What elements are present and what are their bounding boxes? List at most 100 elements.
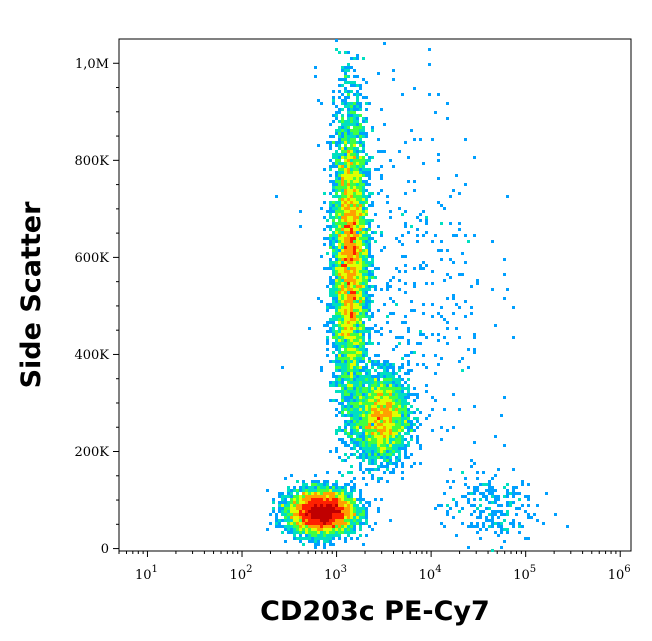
event-bin xyxy=(359,525,362,528)
event-bin xyxy=(338,495,341,498)
event-bin xyxy=(341,297,344,300)
event-bin xyxy=(398,426,401,429)
event-bin xyxy=(341,219,344,222)
event-bin xyxy=(470,504,473,507)
event-bin xyxy=(347,213,350,216)
event-bin xyxy=(458,360,461,363)
event-bin xyxy=(374,456,377,459)
event-bin xyxy=(338,189,341,192)
event-bin xyxy=(317,492,320,495)
event-bin xyxy=(344,372,347,375)
event-bin xyxy=(350,297,353,300)
event-bin xyxy=(329,501,332,504)
event-bin xyxy=(341,303,344,306)
event-bin xyxy=(356,282,359,285)
event-bin xyxy=(356,219,359,222)
event-bin xyxy=(362,441,365,444)
event-bin xyxy=(287,504,290,507)
event-bin xyxy=(359,93,362,96)
event-bin xyxy=(362,276,365,279)
event-bin xyxy=(446,102,449,105)
event-bin xyxy=(353,84,356,87)
event-bin xyxy=(347,300,350,303)
event-bin xyxy=(353,438,356,441)
event-bin xyxy=(353,216,356,219)
event-bin xyxy=(362,189,365,192)
event-bin xyxy=(317,498,320,501)
event-bin xyxy=(335,162,338,165)
event-bin xyxy=(347,69,350,72)
event-bin xyxy=(287,486,290,489)
event-bin xyxy=(368,279,371,282)
event-bin xyxy=(434,234,437,237)
event-bin xyxy=(362,459,365,462)
event-bin xyxy=(335,186,338,189)
event-bin xyxy=(344,360,347,363)
event-bin xyxy=(359,255,362,258)
event-bin xyxy=(353,93,356,96)
event-bin xyxy=(368,360,371,363)
event-bin xyxy=(383,417,386,420)
event-bin xyxy=(332,201,335,204)
event-bin xyxy=(350,408,353,411)
event-bin xyxy=(359,108,362,111)
event-bin xyxy=(392,165,395,168)
event-bin xyxy=(377,411,380,414)
event-bin xyxy=(413,351,416,354)
event-bin xyxy=(362,249,365,252)
event-bin xyxy=(341,108,344,111)
event-bin xyxy=(344,252,347,255)
event-bin xyxy=(332,264,335,267)
event-bin xyxy=(374,168,377,171)
event-bin xyxy=(386,426,389,429)
event-bin xyxy=(374,387,377,390)
event-bin xyxy=(350,369,353,372)
event-bin xyxy=(275,513,278,516)
event-bin xyxy=(344,306,347,309)
event-bin xyxy=(383,438,386,441)
event-bin xyxy=(416,408,419,411)
event-bin xyxy=(485,507,488,510)
event-bin xyxy=(362,504,365,507)
event-bin xyxy=(488,513,491,516)
event-bin xyxy=(341,258,344,261)
event-bin xyxy=(386,282,389,285)
event-bin xyxy=(437,333,440,336)
event-bin xyxy=(344,495,347,498)
event-bin xyxy=(338,120,341,123)
event-bin xyxy=(335,492,338,495)
event-bin xyxy=(383,408,386,411)
event-bin xyxy=(338,327,341,330)
event-bin xyxy=(353,351,356,354)
event-bin xyxy=(422,333,425,336)
event-bin xyxy=(350,162,353,165)
event-bin xyxy=(440,240,443,243)
event-bin xyxy=(356,129,359,132)
event-bin xyxy=(344,186,347,189)
event-bin xyxy=(326,348,329,351)
event-bin xyxy=(512,495,515,498)
event-bin xyxy=(338,276,341,279)
event-bin xyxy=(341,288,344,291)
event-bin xyxy=(347,519,350,522)
event-bin xyxy=(356,132,359,135)
event-bin xyxy=(350,102,353,105)
event-bin xyxy=(506,483,509,486)
event-bin xyxy=(329,360,332,363)
event-bin xyxy=(332,375,335,378)
event-bin xyxy=(329,384,332,387)
event-bin xyxy=(362,393,365,396)
event-bin xyxy=(278,504,281,507)
event-bin xyxy=(353,135,356,138)
event-bin xyxy=(320,492,323,495)
event-bin xyxy=(338,171,341,174)
event-bin xyxy=(362,213,365,216)
event-bin xyxy=(395,426,398,429)
event-bin xyxy=(341,210,344,213)
event-bin xyxy=(359,306,362,309)
event-bin xyxy=(506,492,509,495)
event-bin xyxy=(350,309,353,312)
event-bin xyxy=(347,165,350,168)
event-bin xyxy=(347,357,350,360)
event-bin xyxy=(401,411,404,414)
